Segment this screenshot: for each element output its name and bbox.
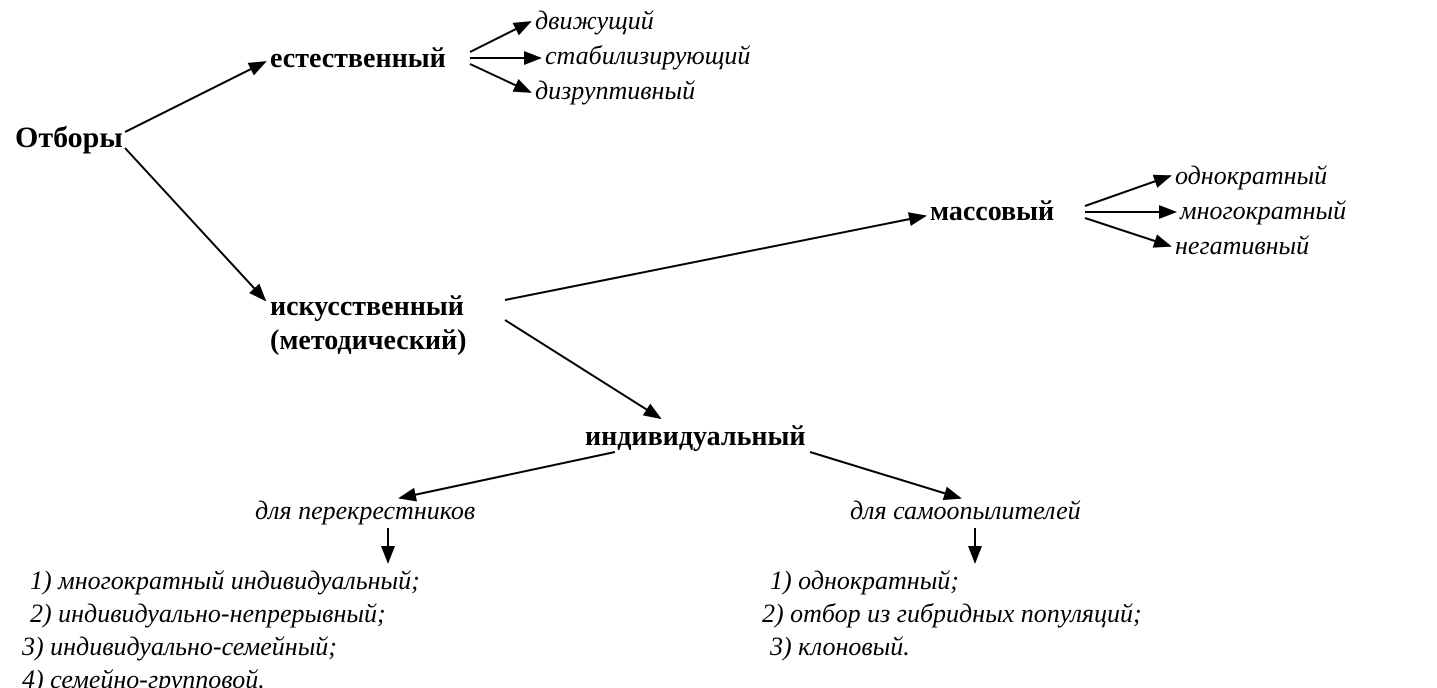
node-mass3: негативный [1175,230,1309,261]
edge-artificial-6 [505,320,660,418]
node-s1: 1) однократный; [770,565,959,596]
node-natural: естественный [270,42,446,76]
node-artificial: искусственный (методический) [270,290,466,357]
edge-individual-10 [400,452,615,498]
node-nat2: стабилизирующий [545,40,750,71]
node-cross: для перекрестников [255,495,475,526]
edge-root-1 [125,148,265,300]
diagram-canvas: Отборы естественный движущий стабилизирующи… [0,0,1437,688]
node-mass1: однократный [1175,160,1327,191]
node-mass: массовый [930,195,1054,229]
edge-mass-9 [1085,218,1170,246]
node-s3: 3) клоновый. [770,631,910,662]
edge-individual-11 [810,452,960,498]
edge-root-0 [125,62,265,132]
node-c4: 4) семейно-групповой. [22,664,265,688]
node-root: Отборы [15,120,123,156]
node-c1: 1) многократный индивидуальный; [30,565,420,596]
node-nat1: движущий [535,5,654,36]
edge-mass-7 [1085,176,1170,206]
node-s2: 2) отбор из гибридных популяций; [762,598,1142,629]
edge-natural-2 [470,22,530,52]
node-nat3: дизруптивный [535,75,695,106]
node-selfp: для самоопылителей [850,495,1081,526]
node-c2: 2) индивидуально-непрерывный; [30,598,386,629]
node-c3: 3) индивидуально-семейный; [22,631,337,662]
edge-artificial-5 [505,216,925,300]
node-individual: индивидуальный [585,420,806,454]
node-mass2: многократный [1180,195,1346,226]
edge-natural-4 [470,64,530,92]
